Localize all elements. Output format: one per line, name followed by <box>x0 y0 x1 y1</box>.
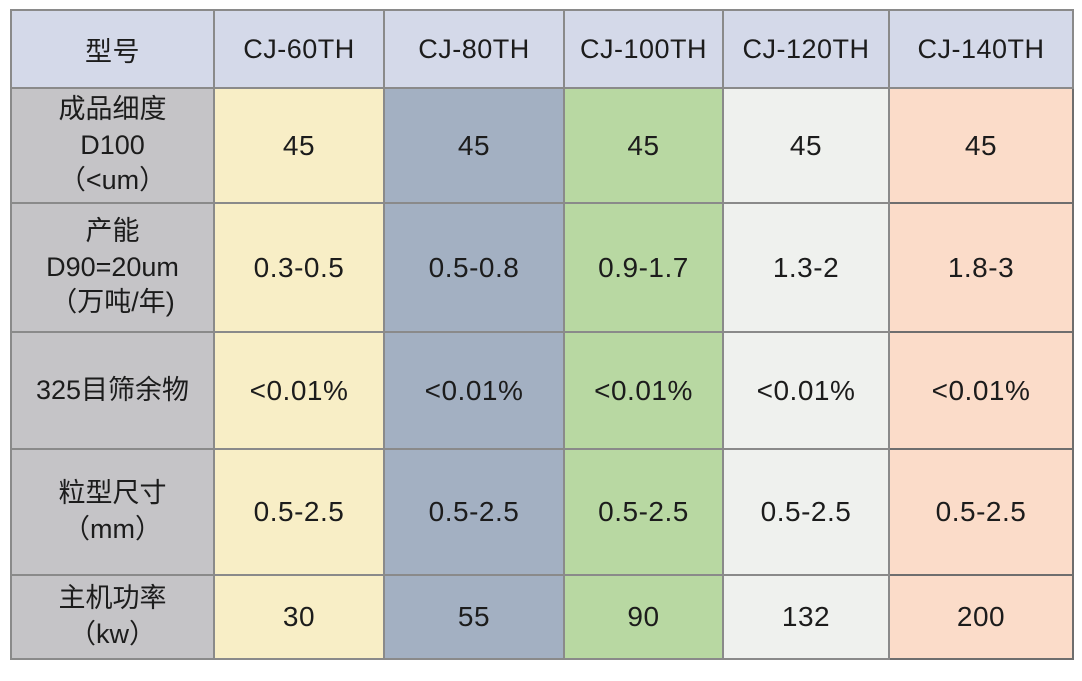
row-header-capacity: 产能 D90=20um （万吨/年) <box>10 202 215 333</box>
cell-power-cj-80th: 55 <box>383 574 565 660</box>
cell-sieve-cj-100th: <0.01% <box>563 331 724 450</box>
header-cj-60th: CJ-60TH <box>213 9 385 89</box>
cell-fineness-cj-100th: 45 <box>563 87 724 204</box>
cell-sieve-cj-60th: <0.01% <box>213 331 385 450</box>
header-row: 型号 CJ-60TH CJ-80TH CJ-100TH CJ-120TH CJ-… <box>10 9 1074 89</box>
row-header-fineness: 成品细度 D100 （<um） <box>10 87 215 204</box>
cell-capacity-cj-100th: 0.9-1.7 <box>563 202 724 333</box>
cell-sieve-cj-140th: <0.01% <box>888 331 1074 450</box>
cell-particle-cj-60th: 0.5-2.5 <box>213 448 385 576</box>
cell-sieve-cj-80th: <0.01% <box>383 331 565 450</box>
row-particle-size: 粒型尺寸 （mm） 0.5-2.5 0.5-2.5 0.5-2.5 0.5-2.… <box>10 448 1074 576</box>
cell-capacity-cj-120th: 1.3-2 <box>722 202 890 333</box>
cell-power-cj-140th: 200 <box>888 574 1074 660</box>
cell-power-cj-100th: 90 <box>563 574 724 660</box>
row-label-line: 产能 <box>85 215 140 246</box>
cell-capacity-cj-60th: 0.3-0.5 <box>213 202 385 333</box>
cell-sieve-cj-120th: <0.01% <box>722 331 890 450</box>
cell-fineness-cj-80th: 45 <box>383 87 565 204</box>
row-label-line: D100 <box>80 129 145 160</box>
row-capacity: 产能 D90=20um （万吨/年) 0.3-0.5 0.5-0.8 0.9-1… <box>10 202 1074 333</box>
cell-capacity-cj-80th: 0.5-0.8 <box>383 202 565 333</box>
header-cj-140th: CJ-140TH <box>888 9 1074 89</box>
header-model-label: 型号 <box>10 9 215 89</box>
row-header-particle-size: 粒型尺寸 （mm） <box>10 448 215 576</box>
row-label-line: 主机功率 <box>58 583 167 614</box>
row-fineness: 成品细度 D100 （<um） 45 45 45 45 45 <box>10 87 1074 204</box>
row-label-line: （kw） <box>69 619 156 649</box>
cell-particle-cj-120th: 0.5-2.5 <box>722 448 890 576</box>
cell-power-cj-60th: 30 <box>213 574 385 660</box>
row-header-motor-power: 主机功率 （kw） <box>10 574 215 660</box>
header-cj-120th: CJ-120TH <box>722 9 890 89</box>
row-label-line: 325目筛余物 <box>35 374 190 405</box>
cell-particle-cj-100th: 0.5-2.5 <box>563 448 724 576</box>
cell-fineness-cj-60th: 45 <box>213 87 385 204</box>
product-spec-table: 型号 CJ-60TH CJ-80TH CJ-100TH CJ-120TH CJ-… <box>10 9 1074 660</box>
row-label-line: （<um） <box>58 165 167 196</box>
cell-power-cj-120th: 132 <box>722 574 890 660</box>
row-header-sieve-residue: 325目筛余物 <box>10 331 215 450</box>
row-sieve-residue: 325目筛余物 <0.01% <0.01% <0.01% <0.01% <0.0… <box>10 331 1074 450</box>
cell-fineness-cj-140th: 45 <box>888 87 1074 204</box>
cell-particle-cj-80th: 0.5-2.5 <box>383 448 565 576</box>
row-label-line: 粒型尺寸 <box>58 478 167 509</box>
row-motor-power: 主机功率 （kw） 30 55 90 132 200 <box>10 574 1074 660</box>
cell-capacity-cj-140th: 1.8-3 <box>888 202 1074 333</box>
row-label-line: 成品细度 <box>58 93 167 124</box>
row-label-line: （mm） <box>63 514 162 544</box>
row-label-line: （万吨/年) <box>50 287 175 318</box>
cell-fineness-cj-120th: 45 <box>722 87 890 204</box>
cell-particle-cj-140th: 0.5-2.5 <box>888 448 1074 576</box>
header-cj-100th: CJ-100TH <box>563 9 724 89</box>
row-label-line: D90=20um <box>46 251 179 282</box>
header-cj-80th: CJ-80TH <box>383 9 565 89</box>
